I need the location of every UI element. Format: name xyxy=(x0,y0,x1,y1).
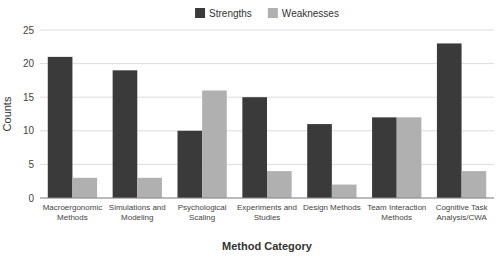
y-grid xyxy=(40,30,494,198)
bar xyxy=(332,185,357,198)
grid-line xyxy=(40,198,494,199)
x-tick-label: Team InteractionMethods xyxy=(367,203,426,222)
x-tick-label: Experiments andStudies xyxy=(237,203,297,222)
bar xyxy=(267,171,292,198)
legend-label: Weaknesses xyxy=(282,8,339,19)
legend: Strengths Weaknesses xyxy=(195,8,339,19)
x-tick-label: MacroergonomicMethods xyxy=(43,203,103,222)
x-axis-line xyxy=(40,198,494,199)
x-tick-label: PsychologicalScaling xyxy=(178,203,227,222)
bar xyxy=(72,178,97,198)
y-tick-label: 5 xyxy=(28,159,34,170)
legend-item: Strengths xyxy=(195,8,252,19)
bar xyxy=(437,43,462,198)
y-tick-label: 0 xyxy=(28,193,34,204)
bar xyxy=(113,70,138,198)
legend-item: Weaknesses xyxy=(268,8,339,19)
bar xyxy=(137,178,162,198)
bar xyxy=(372,117,397,198)
legend-swatch xyxy=(268,8,278,18)
bar xyxy=(307,124,332,198)
x-axis: MacroergonomicMethods Simulations andMode… xyxy=(43,203,489,222)
x-tick-label: Design Methods xyxy=(303,203,361,212)
y-axis: 0 5 10 15 20 25 xyxy=(23,25,35,204)
y-tick-label: 15 xyxy=(23,92,35,103)
y-tick-label: 10 xyxy=(23,125,35,136)
bars xyxy=(48,43,486,198)
y-tick-label: 20 xyxy=(23,58,35,69)
grid-line xyxy=(40,30,494,31)
chart-container: 0 5 10 15 20 25 Counts MacroergonomicMethods Sim… xyxy=(0,0,500,260)
bar xyxy=(177,131,202,198)
x-axis-label: Method Category xyxy=(222,240,313,252)
legend-swatch xyxy=(195,8,205,18)
chart: 0 5 10 15 20 25 Counts MacroergonomicMethods Sim… xyxy=(0,0,500,260)
bar xyxy=(202,90,227,198)
bar xyxy=(397,117,422,198)
grid-line xyxy=(40,63,494,64)
y-axis-label: Counts xyxy=(1,96,13,131)
bar xyxy=(242,97,267,198)
bar xyxy=(462,171,487,198)
bar xyxy=(48,57,73,198)
legend-label: Strengths xyxy=(209,8,252,19)
x-tick-label: Simulations andModeling xyxy=(109,203,166,222)
y-tick-label: 25 xyxy=(23,25,35,36)
x-tick-label: Cognitive TaskAnalysis/CWA xyxy=(436,203,489,222)
